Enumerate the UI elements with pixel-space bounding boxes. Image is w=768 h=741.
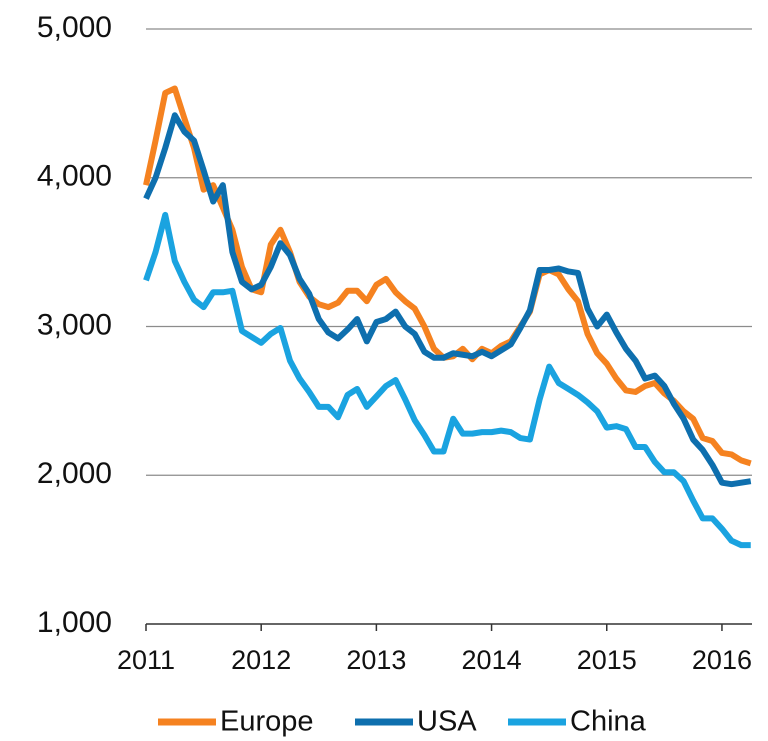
x-tick-label: 2011 bbox=[117, 645, 175, 675]
series-line bbox=[143, 112, 752, 488]
y-tick-label: 4,000 bbox=[37, 160, 112, 193]
y-tick-label: 5,000 bbox=[37, 11, 112, 44]
legend-label: China bbox=[570, 706, 647, 738]
x-tick-label: 2012 bbox=[231, 645, 291, 675]
x-tick-label: 2015 bbox=[577, 645, 637, 675]
y-tick-label: 1,000 bbox=[37, 606, 112, 639]
y-tick-label: 3,000 bbox=[37, 308, 112, 341]
x-tick-label: 2014 bbox=[462, 645, 522, 675]
x-tick-label: 2013 bbox=[346, 645, 406, 675]
legend-label: Europe bbox=[220, 706, 314, 738]
series-line bbox=[143, 85, 752, 467]
y-tick-label: 2,000 bbox=[37, 457, 112, 490]
legend-label: USA bbox=[417, 706, 477, 738]
series-line bbox=[143, 211, 751, 549]
x-tick-label: 2016 bbox=[692, 645, 752, 675]
